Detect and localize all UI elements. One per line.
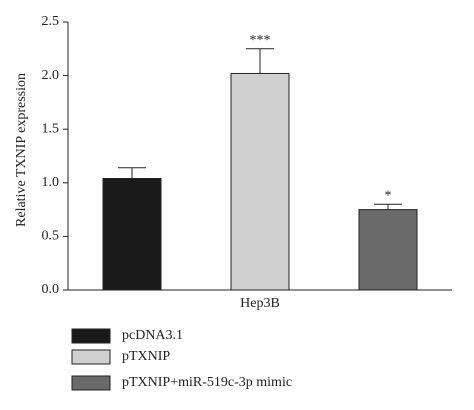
bar <box>102 178 162 291</box>
bar <box>358 209 418 291</box>
y-tick-label: 2.5 <box>42 14 60 29</box>
legend-swatch <box>71 375 111 391</box>
y-tick-label: 0.0 <box>42 282 60 297</box>
y-axis-label: Relative TXNIP expression <box>14 73 29 227</box>
error-bar <box>246 48 274 74</box>
legend-label: pTXNIP <box>122 349 170 364</box>
legend-label: pTXNIP+miR-519c-3p mimic <box>122 375 292 390</box>
y-tick-label: 1.5 <box>42 121 60 136</box>
significance-label: *** <box>250 33 271 48</box>
x-tick-label: Hep3B <box>240 296 280 311</box>
significance-label: * <box>385 188 392 203</box>
error-bar <box>374 203 402 210</box>
y-tick-label: 0.5 <box>42 229 60 244</box>
legend-label: pcDNA3.1 <box>122 328 183 343</box>
error-bar <box>118 167 146 179</box>
legend-swatch <box>71 349 111 365</box>
y-tick-label: 2.0 <box>42 68 60 83</box>
y-tick-label: 1.0 <box>42 175 60 190</box>
bar <box>230 72 290 291</box>
legend-swatch <box>71 328 111 344</box>
